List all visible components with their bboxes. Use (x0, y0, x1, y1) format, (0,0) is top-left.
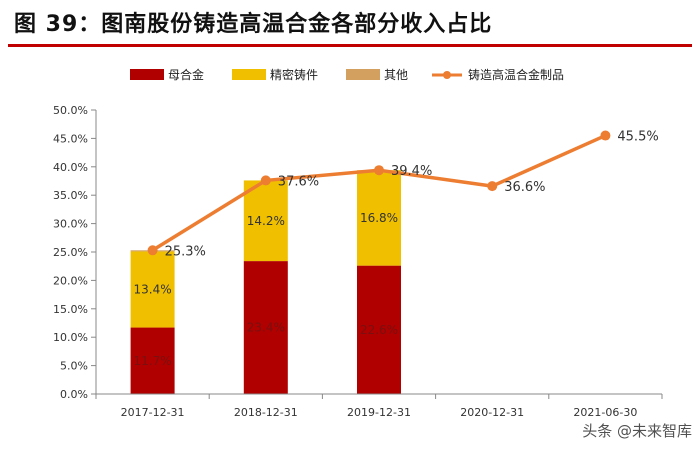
legend-label-2: 其他 (384, 68, 408, 82)
line-point-label: 25.3% (165, 244, 206, 259)
y-tick-label: 25.0% (53, 246, 88, 259)
bar-label-1: 16.8% (360, 211, 398, 225)
x-tick-label: 2017-12-31 (121, 406, 185, 419)
bar-segment-0 (130, 327, 175, 394)
y-tick-label: 30.0% (53, 218, 88, 231)
bar-segment-1 (243, 180, 288, 262)
line-point (600, 130, 611, 141)
legend-swatch-2 (346, 69, 380, 80)
legend-label-0: 母合金 (168, 67, 204, 82)
line-point-label: 36.6% (504, 180, 545, 195)
page-title: 图 39：图南股份铸造高温合金各部分收入占比 (14, 12, 493, 37)
bar-label-0: 22.6% (360, 323, 398, 337)
y-tick-label: 40.0% (53, 161, 88, 174)
line-point (260, 175, 271, 186)
x-tick-label: 2019-12-31 (347, 406, 411, 419)
legend-label-3: 铸造高温合金制品 (468, 67, 564, 82)
x-axis: 2017-12-31 2018-12-31 2019-12-31 2020-12-31… (95, 393, 663, 419)
bar-segment-0 (357, 265, 401, 394)
bar-segment-1 (130, 251, 175, 328)
x-tick-label: 2021-06-30 (573, 406, 637, 419)
bar-labels: 11.7% 13.4% 23.4% 14.2% 22.6% 16.8% (134, 211, 399, 368)
y-tick-label: 20.0% (53, 274, 88, 287)
line-point (147, 245, 158, 256)
line-point (487, 181, 498, 192)
y-tick-label: 15.0% (53, 303, 88, 316)
y-tick-label: 5.0% (60, 360, 88, 373)
y-tick-label: 35.0% (53, 189, 88, 202)
line-series: 25.3% 37.6% 39.4% 36.6% 45.5% (147, 130, 659, 259)
bar-label-1: 13.4% (134, 282, 172, 296)
y-tick-label: 10.0% (53, 331, 88, 344)
title-rule (8, 44, 692, 47)
bar-label-1: 14.2% (247, 214, 285, 228)
bar-label-0: 11.7% (134, 354, 172, 368)
bars (130, 170, 401, 394)
legend-marker (443, 71, 451, 79)
y-tick-label: 45.0% (53, 132, 88, 145)
watermark: 头条 @未来智库 (582, 422, 692, 440)
x-tick-label: 2020-12-31 (460, 406, 524, 419)
y-tick-label: 50.0% (53, 104, 88, 117)
y-axis: 0.0% 5.0% 10.0% 15.0% 20.0% 25.0% 30.0% 35.0% 40… (53, 104, 97, 401)
line-point-label: 39.4% (391, 164, 432, 179)
legend-swatch-0 (130, 69, 164, 80)
legend-swatch-1 (232, 69, 266, 80)
bar-segment-0 (243, 261, 288, 394)
x-tick-label: 2018-12-31 (234, 406, 298, 419)
legend-label-1: 精密铸件 (270, 67, 318, 82)
legend: 母合金 精密铸件 其他 铸造高温合金制品 (130, 67, 564, 82)
bar-label-0: 23.4% (247, 321, 285, 335)
line-point-label: 37.6% (278, 174, 319, 189)
line-point (374, 165, 384, 176)
bar-segment-1 (357, 170, 401, 266)
y-tick-label: 0.0% (60, 388, 88, 401)
line-point-label: 45.5% (617, 130, 658, 145)
